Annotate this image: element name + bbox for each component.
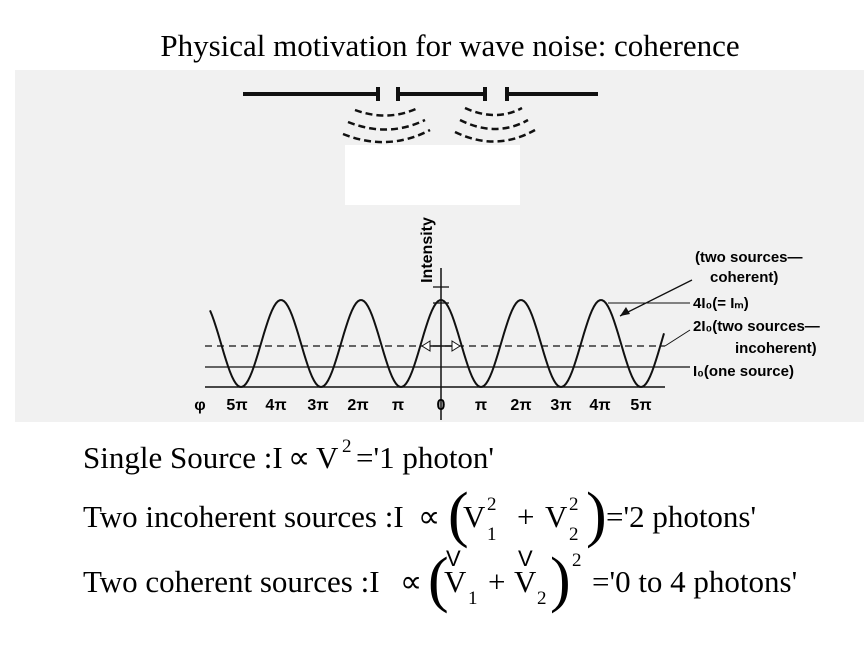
width-arrow-heads	[421, 340, 461, 352]
figure-background	[15, 70, 864, 422]
annotation: (two sources—	[695, 249, 803, 266]
annotations: (two sources— coherent) 4I₀(= Iₘ) 2I₀(tw…	[693, 249, 820, 380]
x-label: 4π	[589, 397, 610, 414]
eq-text: Two incoherent sources :I	[83, 499, 404, 534]
x-label: 0	[437, 397, 446, 414]
x-label: 5π	[630, 397, 651, 414]
eq-text: ='1 photon'	[356, 440, 494, 475]
blank-box	[345, 145, 520, 205]
eq-text: +	[517, 499, 534, 534]
plot: Intensity φ 5π 4π 3π 2π π 0 π 2π 3π 4π 5π (two sour…	[194, 217, 820, 420]
annotation: I₀(one source)	[693, 363, 794, 380]
x-label: 3π	[307, 397, 328, 414]
eq-paren: )	[550, 546, 571, 614]
annotation: incoherent)	[735, 340, 817, 357]
leader	[664, 329, 691, 347]
eq-text: ='0 to 4 photons'	[592, 564, 797, 599]
x-label: 5π	[226, 397, 247, 414]
eq-symbol: ∝	[418, 499, 440, 534]
eq-sup: 2	[487, 494, 497, 515]
eq-paren: (	[428, 546, 449, 614]
intensity-curve	[209, 299, 665, 388]
x-label: π	[475, 397, 487, 414]
eq-text: +	[488, 564, 505, 599]
eq-sub: 1	[487, 524, 497, 545]
x-label: 2π	[510, 397, 531, 414]
x-label: π	[392, 397, 404, 414]
eq-hat: V	[446, 546, 461, 571]
eq-sup: 2	[569, 494, 579, 515]
eq-text: Single Source :I	[83, 440, 283, 475]
eq-text: V	[463, 499, 486, 534]
y-label: Intensity	[419, 217, 436, 283]
eq-symbol: ∝	[288, 440, 310, 475]
x-label: 3π	[550, 397, 571, 414]
annotation: 2I₀(two sources—	[693, 318, 820, 335]
figure: Intensity φ 5π 4π 3π 2π π 0 π 2π 3π 4π 5π (two sour…	[15, 70, 864, 422]
eq-paren: )	[586, 481, 607, 549]
eq-text: Two coherent sources :I	[83, 564, 380, 599]
x-labels: φ 5π 4π 3π 2π π 0 π 2π 3π 4π 5π	[194, 397, 651, 414]
eq-text: ='2 photons'	[606, 499, 756, 534]
eq-sup: 2	[342, 436, 352, 457]
y-ticks	[433, 286, 449, 304]
slits	[243, 87, 598, 101]
equations: Single Source :I ∝ V 2 ='1 photon' Two i…	[83, 436, 797, 614]
annotation: 4I₀(= Iₘ)	[693, 295, 749, 312]
wavefronts	[342, 106, 536, 144]
slide-title: Physical motivation for wave noise: cohe…	[160, 28, 739, 63]
eq-sub: 2	[537, 588, 547, 609]
eq-text: V	[514, 564, 537, 599]
arrow-head	[620, 307, 630, 316]
eq-sub: 2	[569, 524, 579, 545]
eq-paren: (	[448, 481, 469, 549]
eq-sub: 1	[468, 588, 478, 609]
eq-text: V	[316, 440, 339, 475]
eq-text: V	[545, 499, 568, 534]
eq-text: V	[444, 564, 467, 599]
x-label: φ	[194, 397, 205, 414]
eq-hat: V	[518, 546, 533, 571]
eq-sup: 2	[572, 550, 582, 571]
x-label: 4π	[265, 397, 286, 414]
x-label: 2π	[347, 397, 368, 414]
eq-symbol: ∝	[400, 564, 422, 599]
arrow	[619, 279, 693, 317]
annotation: coherent)	[710, 269, 778, 286]
